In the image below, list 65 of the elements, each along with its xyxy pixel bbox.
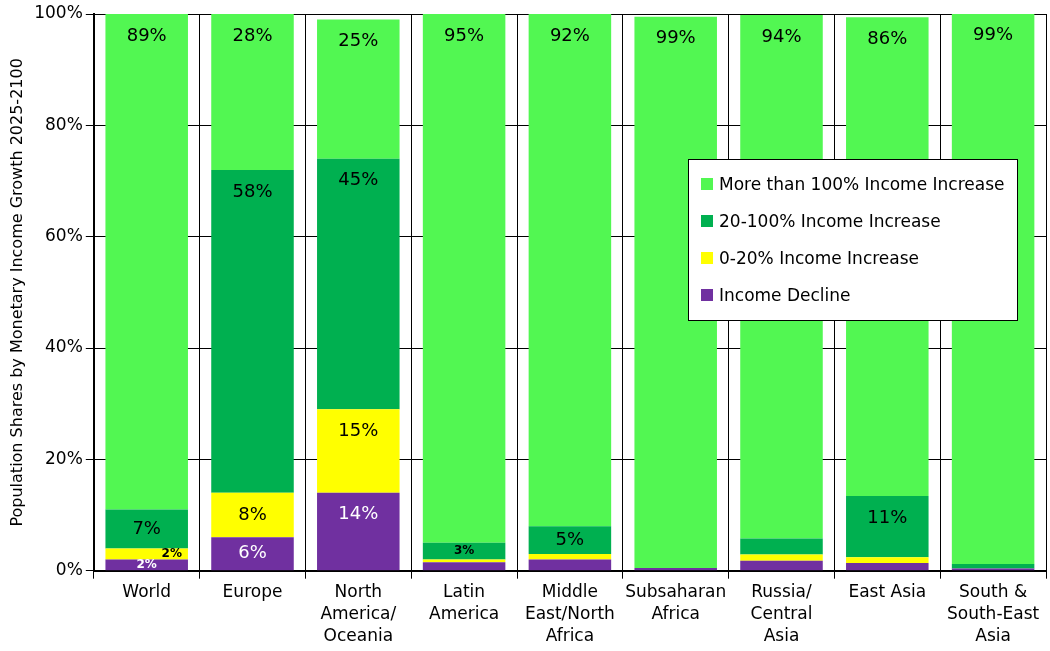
x-tick-label: Russia/Central Asia bbox=[750, 581, 813, 646]
data-label: 11% bbox=[867, 505, 908, 527]
data-label: 99% bbox=[973, 22, 1014, 44]
bar bbox=[846, 496, 929, 558]
bar bbox=[211, 537, 294, 571]
x-tick-label: Europe bbox=[222, 581, 283, 602]
legend-label: 0-20% Income Increase bbox=[719, 248, 920, 269]
x-tick-label: East Asia bbox=[848, 581, 927, 602]
data-label: 58% bbox=[232, 179, 273, 201]
bar bbox=[211, 14, 294, 170]
bar bbox=[528, 559, 612, 571]
bar bbox=[846, 562, 929, 571]
bar bbox=[528, 14, 612, 527]
y-tick-label: 40% bbox=[45, 336, 83, 357]
data-label: 45% bbox=[338, 168, 379, 190]
x-tick-label: North America/Oceania bbox=[320, 581, 397, 646]
legend-label: Income Decline bbox=[719, 285, 851, 306]
bar bbox=[740, 538, 823, 555]
data-label: 5% bbox=[555, 527, 585, 549]
x-tick-label: Middle East/North Africa bbox=[524, 581, 615, 646]
data-label: 94% bbox=[761, 24, 802, 46]
data-label: 2% bbox=[136, 557, 157, 572]
data-label: 86% bbox=[867, 27, 908, 49]
bar bbox=[105, 509, 188, 549]
data-label: 2% bbox=[161, 546, 182, 561]
bar bbox=[422, 562, 506, 571]
bar bbox=[422, 542, 506, 560]
y-tick-label: 60% bbox=[45, 225, 83, 246]
legend-label: 20-100% Income Increase bbox=[719, 211, 941, 232]
bar bbox=[317, 492, 400, 571]
bar bbox=[317, 409, 400, 493]
data-label: 3% bbox=[453, 543, 475, 558]
x-tick-label: Latin America bbox=[429, 581, 500, 624]
bar bbox=[317, 158, 400, 410]
bar bbox=[422, 14, 506, 543]
data-label: 92% bbox=[549, 23, 590, 45]
bar bbox=[528, 526, 612, 554]
bar bbox=[211, 169, 294, 493]
bar bbox=[317, 19, 400, 159]
bar bbox=[740, 554, 823, 561]
data-label: 28% bbox=[232, 23, 273, 45]
bar bbox=[846, 557, 929, 563]
x-tick-label: World bbox=[122, 581, 172, 602]
x-tick-label: Subsaharan Africa bbox=[625, 581, 727, 624]
bar bbox=[211, 492, 294, 538]
data-label: 99% bbox=[655, 26, 696, 48]
bar bbox=[528, 554, 612, 560]
data-label: 25% bbox=[338, 29, 379, 51]
y-axis-title: Population Shares by Monetary Income Growth 2025-2100 bbox=[6, 58, 26, 527]
x-tick-label: South & South-East Asia bbox=[946, 581, 1040, 646]
bar bbox=[105, 14, 188, 510]
legend-label: More than 100% Income Increase bbox=[719, 174, 1005, 195]
data-label: 89% bbox=[126, 23, 167, 45]
y-tick-label: 100% bbox=[34, 2, 83, 23]
bar bbox=[105, 548, 188, 560]
y-tick-label: 20% bbox=[45, 447, 83, 468]
y-tick-label: 80% bbox=[45, 113, 83, 134]
data-label: 7% bbox=[132, 516, 161, 538]
y-tick-label: 0% bbox=[55, 559, 83, 580]
bar bbox=[740, 560, 823, 571]
data-label: 8% bbox=[238, 502, 267, 524]
data-label: 15% bbox=[338, 418, 379, 440]
data-label: 14% bbox=[338, 502, 379, 524]
data-label: 6% bbox=[238, 541, 267, 563]
data-label: 95% bbox=[444, 23, 485, 45]
